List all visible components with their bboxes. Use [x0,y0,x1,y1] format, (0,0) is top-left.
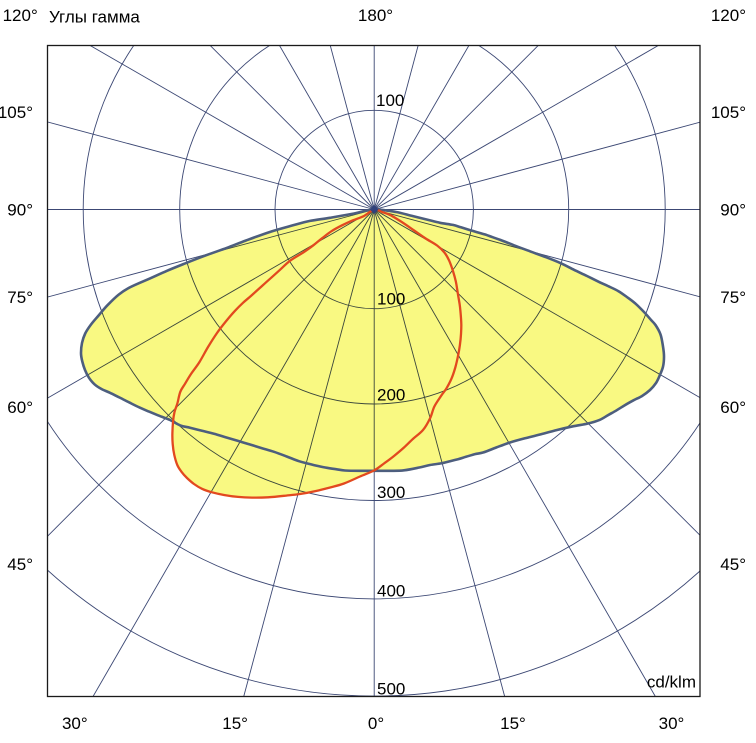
svg-text:100: 100 [376,91,404,110]
svg-text:75°: 75° [7,288,33,307]
svg-text:45°: 45° [7,555,33,574]
svg-text:90°: 90° [7,200,33,219]
svg-text:45°: 45° [720,555,746,574]
svg-text:500: 500 [377,680,405,699]
svg-text:300: 300 [377,483,405,502]
svg-text:105°: 105° [711,103,746,122]
svg-text:75°: 75° [720,288,746,307]
svg-text:200: 200 [377,385,405,404]
svg-text:60°: 60° [7,398,33,417]
svg-text:30°: 30° [659,714,685,733]
svg-text:15°: 15° [222,714,248,733]
svg-text:cd/klm: cd/klm [647,673,696,692]
svg-text:15°: 15° [500,714,526,733]
svg-text:100: 100 [377,290,405,309]
svg-text:400: 400 [377,582,405,601]
svg-text:0°: 0° [368,714,384,733]
svg-text:120°: 120° [3,6,38,25]
svg-text:Углы гамма: Углы гамма [49,7,140,26]
svg-text:120°: 120° [711,6,746,25]
svg-text:90°: 90° [720,200,746,219]
svg-text:180°: 180° [358,6,393,25]
svg-text:105°: 105° [0,103,33,122]
svg-text:30°: 30° [62,714,88,733]
svg-text:60°: 60° [720,398,746,417]
